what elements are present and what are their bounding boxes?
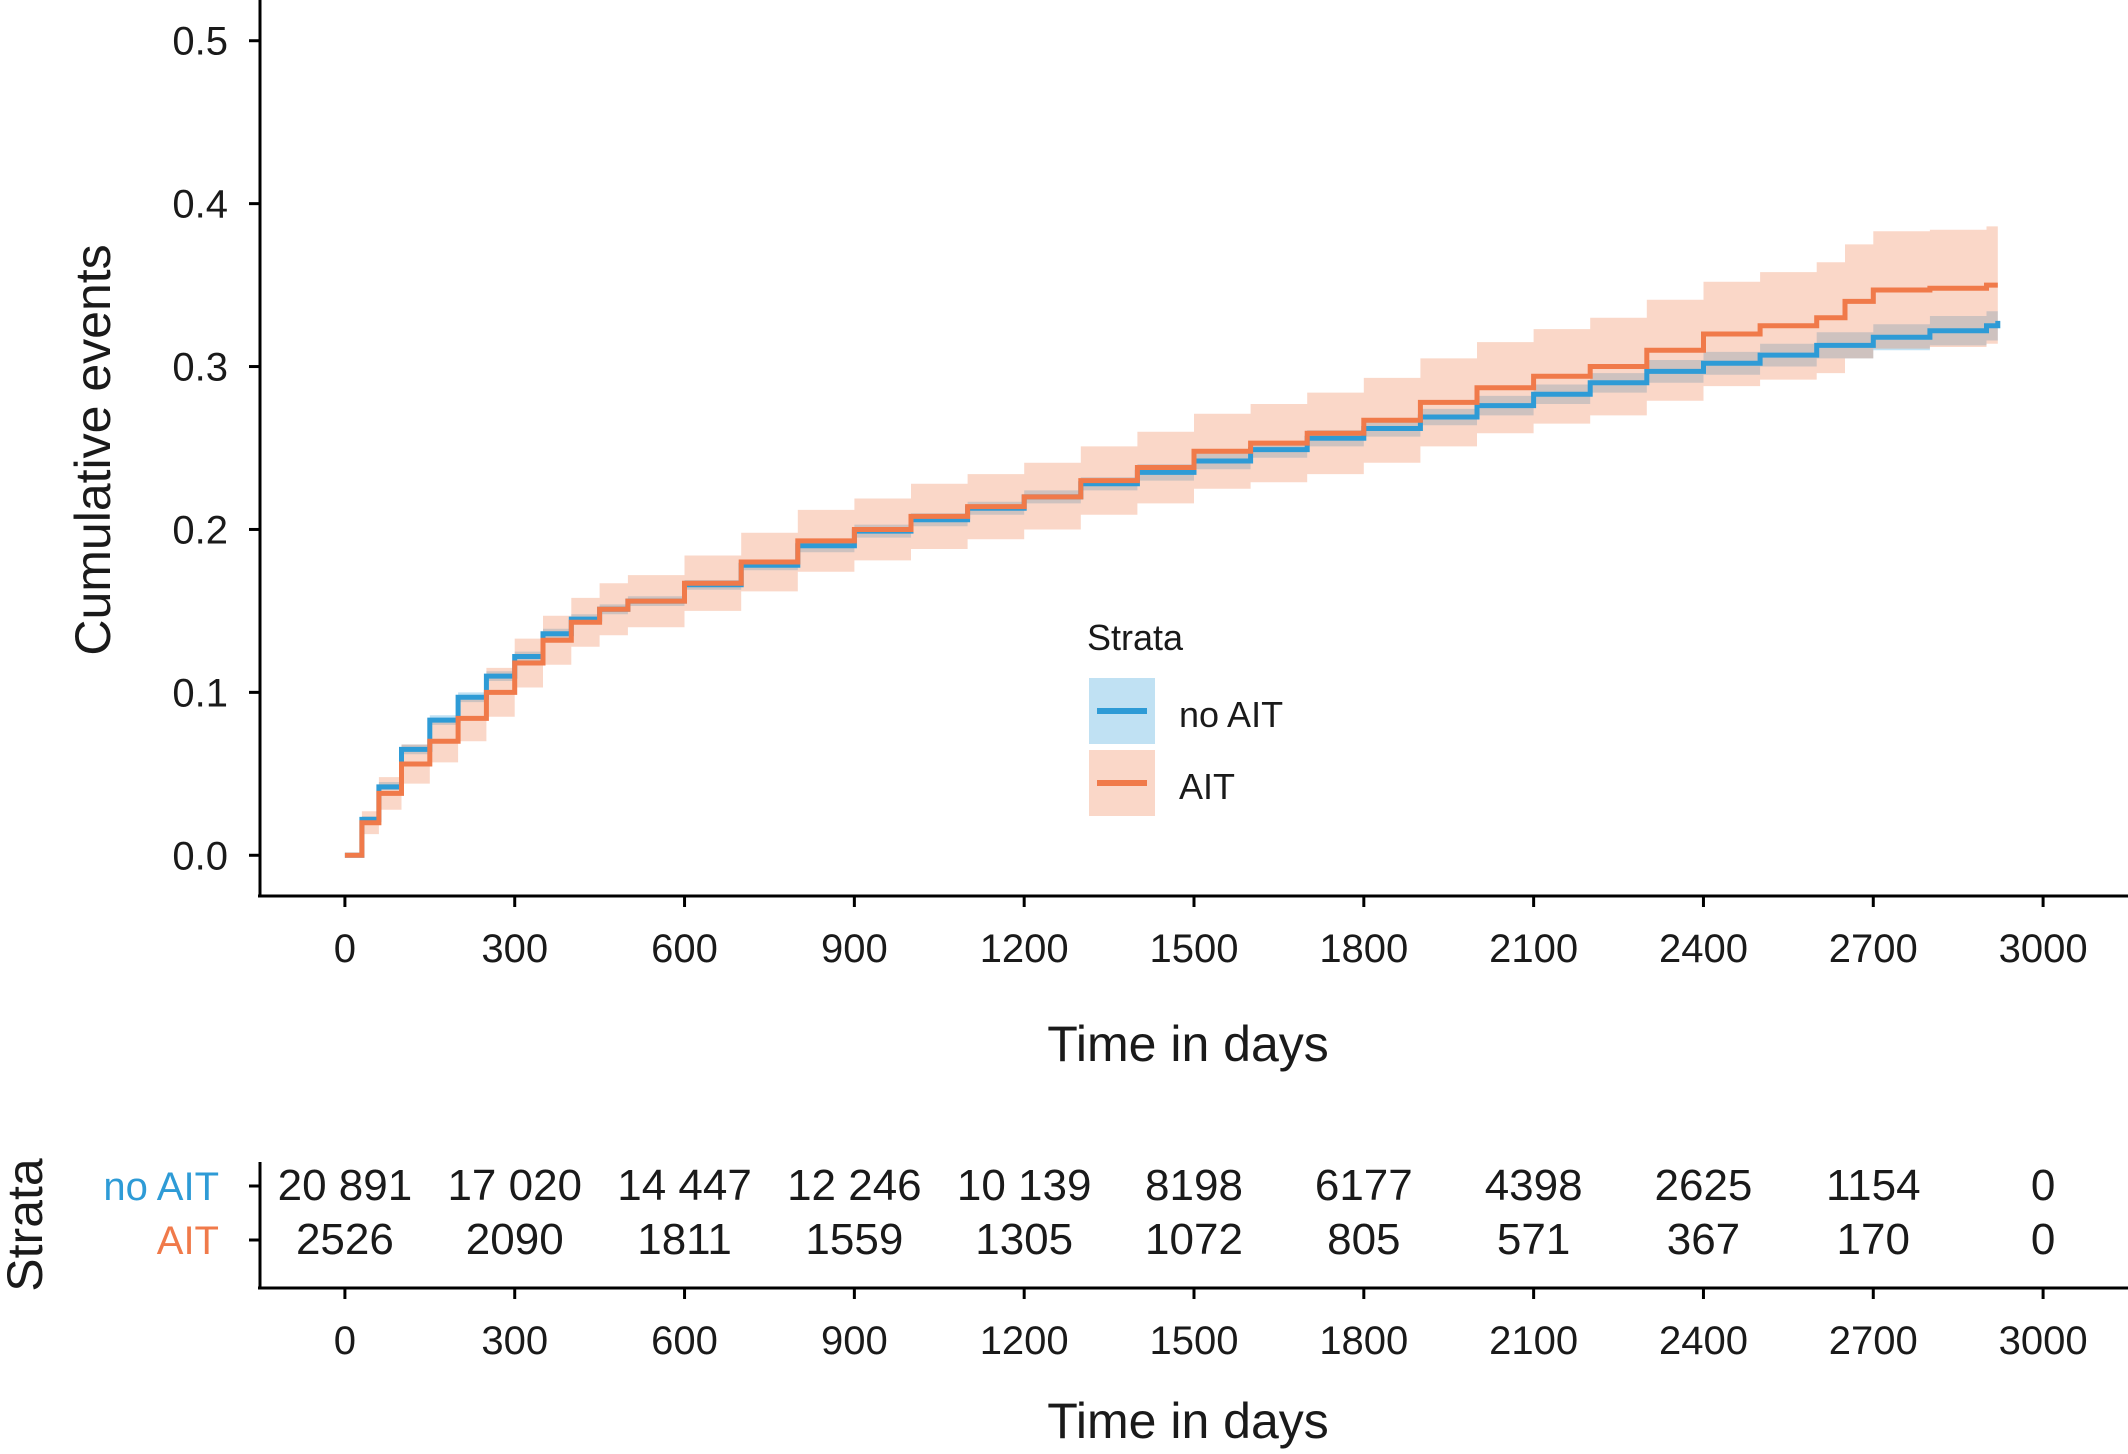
table-cell: 1811 — [637, 1215, 732, 1264]
table-cell: 1559 — [805, 1215, 903, 1264]
x-axis-ticks: 0 300 600 900 1200 1500 1800 2100 2400 2700 3000 — [334, 896, 2088, 971]
table-x-tick-label: 2400 — [1659, 1319, 1748, 1363]
table-cell: 1305 — [975, 1215, 1073, 1264]
table-x-axis-label: Time in days — [1047, 1393, 1329, 1449]
table-cell: 17 020 — [447, 1161, 582, 1210]
table-x-tick-label: 2700 — [1829, 1319, 1918, 1363]
x-tick-label: 600 — [651, 927, 718, 971]
table-cell: 12 246 — [787, 1161, 922, 1210]
legend-item-ait: AIT — [1089, 750, 1235, 816]
y-tick-label: 0.3 — [172, 346, 228, 390]
x-tick-label: 1500 — [1150, 927, 1239, 971]
table-x-tick-label: 300 — [481, 1319, 548, 1363]
table-x-tick-label: 1800 — [1319, 1319, 1408, 1363]
x-axis-label: Time in days — [1047, 1016, 1329, 1072]
cumulative-events-plot: 0.0 0.1 0.2 0.3 0.4 0.5 0 300 600 900 1200 1500 180… — [65, 0, 2128, 1072]
x-tick-label: 2100 — [1489, 927, 1578, 971]
y-tick-label: 0.5 — [172, 20, 228, 64]
table-cell: 805 — [1327, 1215, 1400, 1264]
legend-title: Strata — [1087, 617, 1184, 658]
x-tick-label: 2700 — [1829, 927, 1918, 971]
confidence-bands — [344, 226, 1998, 856]
table-cell: 1154 — [1826, 1161, 1921, 1210]
table-x-tick-label: 1500 — [1150, 1319, 1239, 1363]
table-row-axis-label: Strata — [0, 1158, 53, 1292]
table-cell: 2526 — [296, 1215, 394, 1264]
table-row-label: AIT — [157, 1219, 219, 1263]
x-tick-label: 3000 — [1999, 927, 2088, 971]
y-axis-label: Cumulative events — [65, 244, 121, 655]
table-cell: 1072 — [1145, 1215, 1243, 1264]
legend-label: AIT — [1179, 766, 1235, 807]
y-tick-label: 0.1 — [172, 671, 228, 715]
table-row-label: no AIT — [103, 1165, 219, 1209]
table-cell: 4398 — [1485, 1161, 1583, 1210]
x-tick-label: 1800 — [1319, 927, 1408, 971]
table-x-tick-label: 1200 — [980, 1319, 1069, 1363]
table-rows: no AIT 20 891 17 020 14 447 12 246 10 139 8198… — [103, 1161, 2055, 1264]
ci-band-ait — [344, 226, 1998, 856]
table-x-tick-label: 2100 — [1489, 1319, 1578, 1363]
table-cell: 10 139 — [957, 1161, 1092, 1210]
x-tick-label: 2400 — [1659, 927, 1748, 971]
table-cell: 170 — [1837, 1215, 1910, 1264]
table-x-tick-label: 600 — [651, 1319, 718, 1363]
table-x-tick-label: 0 — [334, 1319, 356, 1363]
x-tick-label: 0 — [334, 927, 356, 971]
series-line-ait — [344, 282, 1998, 858]
table-cell: 0 — [2031, 1215, 2055, 1264]
table-cell: 14 447 — [617, 1161, 752, 1210]
y-tick-label: 0.4 — [172, 183, 228, 227]
series-lines — [344, 282, 2001, 858]
legend-item-no-ait: no AIT — [1089, 678, 1283, 744]
legend: Strata no AIT AIT — [1087, 617, 1283, 816]
table-cell: 367 — [1667, 1215, 1740, 1264]
table-cell: 6177 — [1315, 1161, 1413, 1210]
y-tick-label: 0.0 — [172, 834, 228, 878]
table-x-tick-label: 3000 — [1999, 1319, 2088, 1363]
table-cell: 20 891 — [278, 1161, 413, 1210]
table-cell: 571 — [1497, 1215, 1570, 1264]
y-tick-label: 0.2 — [172, 508, 228, 552]
y-axis-ticks: 0.0 0.1 0.2 0.3 0.4 0.5 — [172, 20, 260, 878]
table-x-axis-ticks: 0 300 600 900 1200 1500 1800 2100 2400 2700 3000 — [334, 1288, 2088, 1363]
x-tick-label: 300 — [481, 927, 548, 971]
table-x-tick-label: 900 — [821, 1319, 888, 1363]
table-cell: 0 — [2031, 1161, 2055, 1210]
table-cell: 2625 — [1655, 1161, 1753, 1210]
x-tick-label: 900 — [821, 927, 888, 971]
table-cell: 8198 — [1145, 1161, 1243, 1210]
number-at-risk-table: no AIT 20 891 17 020 14 447 12 246 10 139 8198… — [0, 1158, 2128, 1449]
table-cell: 2090 — [466, 1215, 564, 1264]
legend-label: no AIT — [1179, 694, 1283, 735]
x-tick-label: 1200 — [980, 927, 1069, 971]
